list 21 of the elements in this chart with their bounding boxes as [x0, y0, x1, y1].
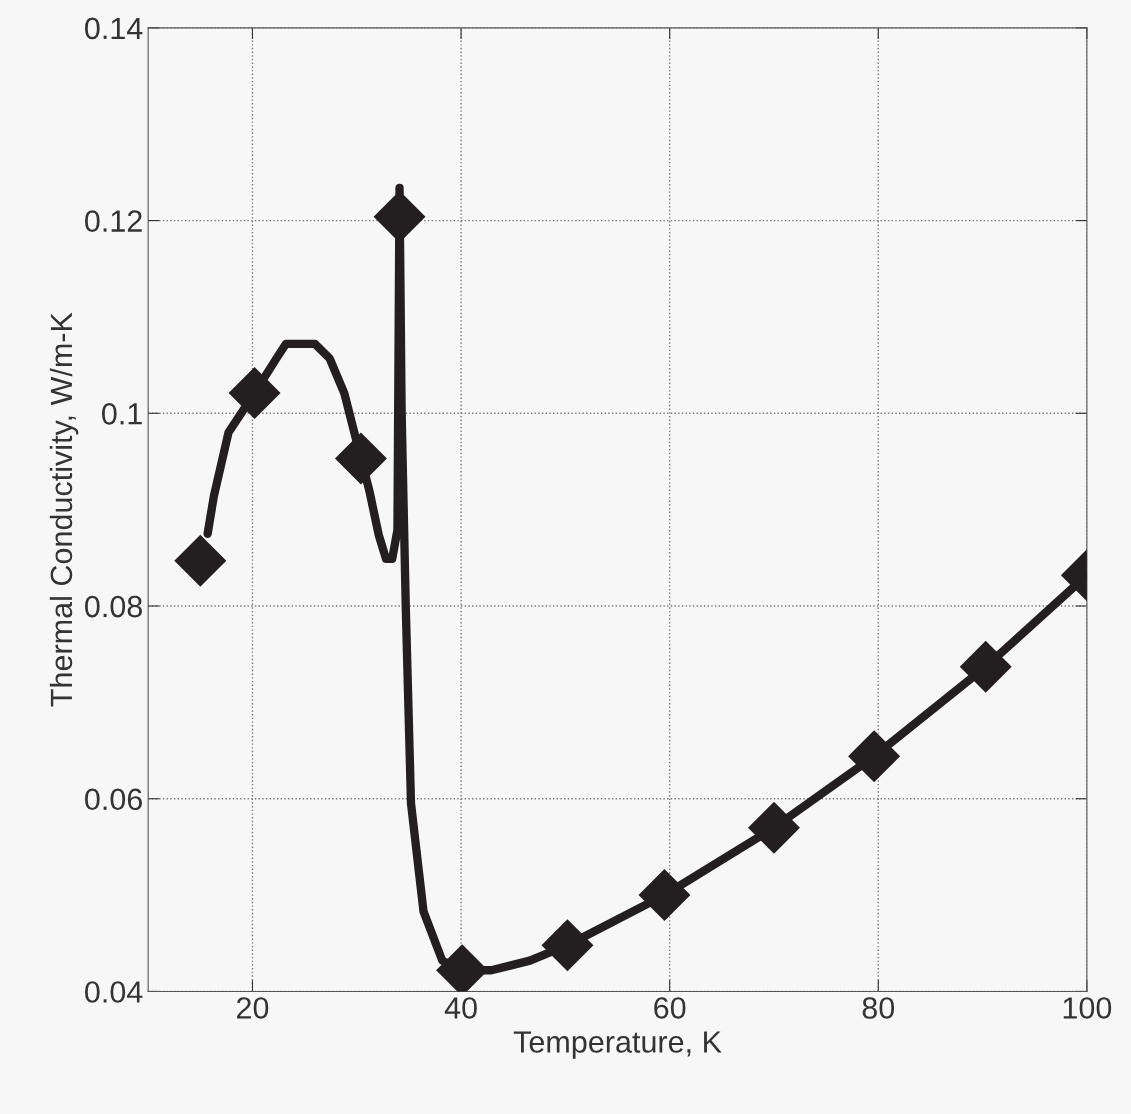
- point: [638, 869, 691, 922]
- y-axis-title: Thermal Conductivity, W/m-K: [49, 312, 79, 707]
- x-tick-label: 100: [1063, 997, 1112, 1019]
- y-tick-label: 0.04: [85, 981, 143, 1003]
- point: [748, 801, 800, 854]
- point: [959, 640, 1012, 693]
- y-tick-label: 0.14: [85, 17, 143, 40]
- x-axis-title: Temperature, K: [513, 1031, 722, 1059]
- y-tick-label: 0.1: [102, 403, 142, 425]
- y-tick-label: 0.12: [85, 210, 142, 232]
- point: [174, 534, 227, 587]
- y-tick-label: 0.08: [85, 595, 142, 618]
- x-tick-label: 60: [654, 997, 686, 1019]
- point: [541, 919, 594, 972]
- x-tick-label: 20: [237, 997, 269, 1019]
- point: [334, 432, 387, 485]
- x-tick-label: 80: [862, 997, 895, 1019]
- point: [228, 367, 281, 420]
- x-tick-label: 40: [444, 997, 477, 1019]
- y-tick-label: 0.06: [85, 788, 142, 811]
- point: [848, 730, 901, 783]
